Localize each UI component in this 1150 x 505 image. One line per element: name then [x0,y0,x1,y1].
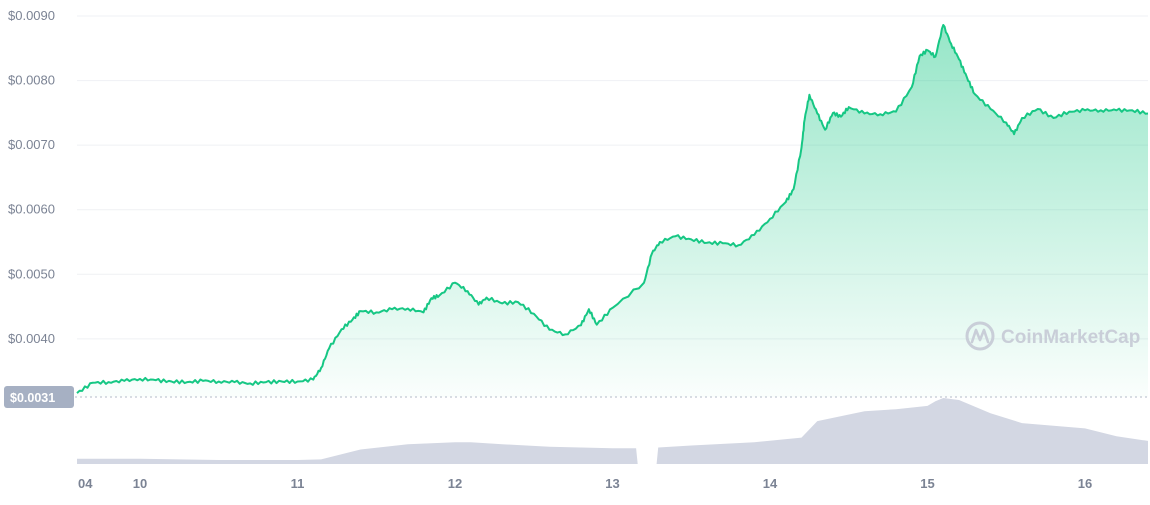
volume-area [77,398,1148,464]
y-axis-ticks: $0.0090 $0.0080 $0.0070 $0.0060 $0.0050 $0.00… [8,8,55,346]
price-line[interactable] [76,24,1149,394]
current-price-badge [4,386,74,408]
coinmarketcap-logo-icon [965,321,995,351]
x-tick-label: 13 [605,476,619,491]
coinmarketcap-watermark: CoinMarketCap [965,321,1140,351]
x-axis-ticks: 04 10 11 12 13 14 15 16 [78,476,1092,491]
x-tick-label: 04 [78,476,93,491]
x-tick-label: 14 [763,476,778,491]
x-tick-label: 12 [448,476,462,491]
x-tick-label: 10 [133,476,147,491]
x-tick-label: 15 [920,476,934,491]
x-tick-label: 11 [291,476,305,491]
y-tick-label: $0.0050 [8,266,55,281]
price-area-layer [77,25,1148,397]
y-tick-label: $0.0090 [8,8,55,23]
current-price-label: $0.0031 [10,391,55,405]
y-tick-label: $0.0070 [8,137,55,152]
volume-layer [77,398,1148,464]
watermark-text: CoinMarketCap [1001,327,1140,348]
y-tick-label: $0.0080 [8,73,55,88]
x-tick-label: 16 [1078,476,1092,491]
price-area-fill [77,25,1148,397]
y-tick-label: $0.0040 [8,331,55,346]
y-tick-label: $0.0060 [8,202,55,217]
price-line-layer[interactable] [76,24,1149,394]
